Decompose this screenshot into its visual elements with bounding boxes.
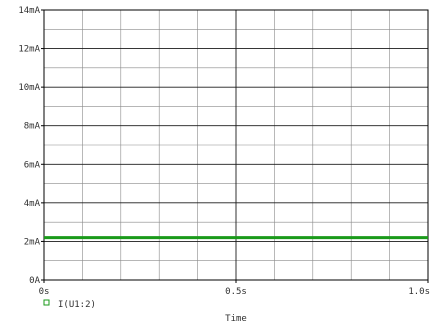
y-tick-label: 2mA <box>24 237 41 247</box>
x-axis: 0s 0.5s 1.0s <box>39 280 430 297</box>
y-tick-label: 12mA <box>18 45 40 55</box>
y-tick-label: 6mA <box>24 160 41 170</box>
y-tick-label: 4mA <box>24 199 41 209</box>
x-tick-label: 1.0s <box>408 287 430 297</box>
y-tick-label: 14mA <box>18 6 40 16</box>
grid-major <box>44 10 428 280</box>
y-tick-label: 10mA <box>18 83 40 93</box>
y-tick-label: 0A <box>29 276 40 286</box>
x-axis-title: Time <box>225 314 247 324</box>
y-tick-label: 8mA <box>24 122 41 132</box>
legend-label: I(U1:2) <box>58 300 96 310</box>
y-axis: 0A 2mA 4mA 6mA 8mA 10mA 12mA 14mA <box>18 6 44 286</box>
legend-marker <box>43 299 50 306</box>
x-tick-label: 0s <box>39 287 50 297</box>
x-tick-label: 0.5s <box>225 287 247 297</box>
legend: I(U1:2) <box>43 299 96 310</box>
